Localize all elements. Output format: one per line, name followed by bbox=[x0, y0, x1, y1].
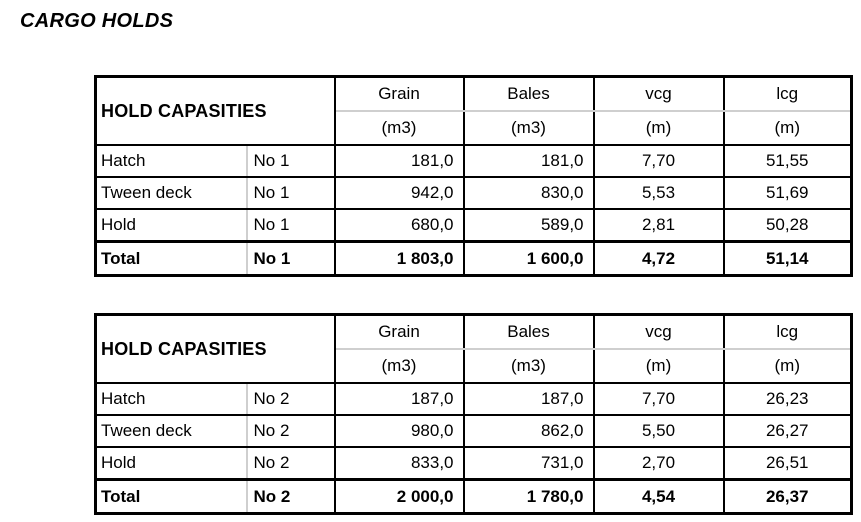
hold-number: No 2 bbox=[245, 382, 336, 416]
bales-value: 181,0 bbox=[462, 144, 595, 178]
bales-value: 862,0 bbox=[462, 414, 595, 448]
column-unit-vcg: (m) bbox=[592, 348, 725, 384]
column-header-vcg: vcg bbox=[592, 313, 725, 350]
table-row-tween-deck: Tween deck No 1 942,0 830,0 5,53 51,69 bbox=[94, 176, 853, 210]
row-label: Hatch bbox=[94, 144, 248, 178]
column-header-grain: Grain bbox=[333, 313, 465, 350]
lcg-total: 51,14 bbox=[722, 240, 853, 277]
hold-number: No 2 bbox=[245, 478, 336, 515]
page-title: CARGO HOLDS bbox=[20, 10, 174, 32]
grain-total: 1 803,0 bbox=[333, 240, 465, 277]
grain-value: 980,0 bbox=[333, 414, 465, 448]
table-title-hold-capasities: HOLD CAPASITIES bbox=[94, 75, 336, 146]
table-row-hold: Hold No 2 833,0 731,0 2,70 26,51 bbox=[94, 446, 853, 481]
column-header-bales: Bales bbox=[462, 313, 595, 350]
vcg-value: 7,70 bbox=[592, 144, 725, 178]
row-label: Tween deck bbox=[94, 176, 248, 210]
row-label: Total bbox=[94, 478, 248, 515]
lcg-value: 51,69 bbox=[722, 176, 853, 210]
column-unit-lcg: (m) bbox=[722, 110, 853, 146]
table-row-hatch: Hatch No 2 187,0 187,0 7,70 26,23 bbox=[94, 382, 853, 416]
row-label: Tween deck bbox=[94, 414, 248, 448]
column-header-vcg: vcg bbox=[592, 75, 725, 112]
row-label: Hatch bbox=[94, 382, 248, 416]
row-label: Hold bbox=[94, 208, 248, 243]
bales-value: 830,0 bbox=[462, 176, 595, 210]
table-row-tween-deck: Tween deck No 2 980,0 862,0 5,50 26,27 bbox=[94, 414, 853, 448]
lcg-value: 26,51 bbox=[722, 446, 853, 481]
bales-total: 1 780,0 bbox=[462, 478, 595, 515]
column-header-lcg: lcg bbox=[722, 313, 853, 350]
grain-value: 942,0 bbox=[333, 176, 465, 210]
hold-capacities-table-no1: HOLD CAPASITIES Grain Bales vcg lcg (m3)… bbox=[94, 75, 853, 277]
vcg-value: 5,53 bbox=[592, 176, 725, 210]
vcg-total: 4,54 bbox=[592, 478, 725, 515]
column-unit-grain: (m3) bbox=[333, 110, 465, 146]
table-title-hold-capasities: HOLD CAPASITIES bbox=[94, 313, 336, 384]
grain-value: 833,0 bbox=[333, 446, 465, 481]
column-header-lcg: lcg bbox=[722, 75, 853, 112]
grain-value: 187,0 bbox=[333, 382, 465, 416]
bales-value: 589,0 bbox=[462, 208, 595, 243]
vcg-value: 2,70 bbox=[592, 446, 725, 481]
hold-capacities-table-no2: HOLD CAPASITIES Grain Bales vcg lcg (m3)… bbox=[94, 313, 853, 515]
hold-number: No 1 bbox=[245, 208, 336, 243]
hold-number: No 1 bbox=[245, 240, 336, 277]
lcg-value: 50,28 bbox=[722, 208, 853, 243]
table-row-total: Total No 1 1 803,0 1 600,0 4,72 51,14 bbox=[94, 240, 853, 277]
grain-value: 181,0 bbox=[333, 144, 465, 178]
vcg-total: 4,72 bbox=[592, 240, 725, 277]
lcg-total: 26,37 bbox=[722, 478, 853, 515]
table-header: HOLD CAPASITIES Grain Bales vcg lcg (m3)… bbox=[94, 313, 853, 384]
vcg-value: 2,81 bbox=[592, 208, 725, 243]
column-unit-grain: (m3) bbox=[333, 348, 465, 384]
vcg-value: 5,50 bbox=[592, 414, 725, 448]
row-label: Hold bbox=[94, 446, 248, 481]
table-row-hatch: Hatch No 1 181,0 181,0 7,70 51,55 bbox=[94, 144, 853, 178]
table-row-hold: Hold No 1 680,0 589,0 2,81 50,28 bbox=[94, 208, 853, 243]
column-header-grain: Grain bbox=[333, 75, 465, 112]
table-row-total: Total No 2 2 000,0 1 780,0 4,54 26,37 bbox=[94, 478, 853, 515]
lcg-value: 26,27 bbox=[722, 414, 853, 448]
grain-total: 2 000,0 bbox=[333, 478, 465, 515]
bales-total: 1 600,0 bbox=[462, 240, 595, 277]
hold-number: No 1 bbox=[245, 176, 336, 210]
lcg-value: 51,55 bbox=[722, 144, 853, 178]
bales-value: 187,0 bbox=[462, 382, 595, 416]
hold-number: No 2 bbox=[245, 414, 336, 448]
column-unit-lcg: (m) bbox=[722, 348, 853, 384]
column-unit-bales: (m3) bbox=[462, 110, 595, 146]
hold-number: No 2 bbox=[245, 446, 336, 481]
table-header: HOLD CAPASITIES Grain Bales vcg lcg (m3)… bbox=[94, 75, 853, 146]
lcg-value: 26,23 bbox=[722, 382, 853, 416]
bales-value: 731,0 bbox=[462, 446, 595, 481]
row-label: Total bbox=[94, 240, 248, 277]
column-unit-bales: (m3) bbox=[462, 348, 595, 384]
grain-value: 680,0 bbox=[333, 208, 465, 243]
vcg-value: 7,70 bbox=[592, 382, 725, 416]
column-header-bales: Bales bbox=[462, 75, 595, 112]
hold-number: No 1 bbox=[245, 144, 336, 178]
column-unit-vcg: (m) bbox=[592, 110, 725, 146]
